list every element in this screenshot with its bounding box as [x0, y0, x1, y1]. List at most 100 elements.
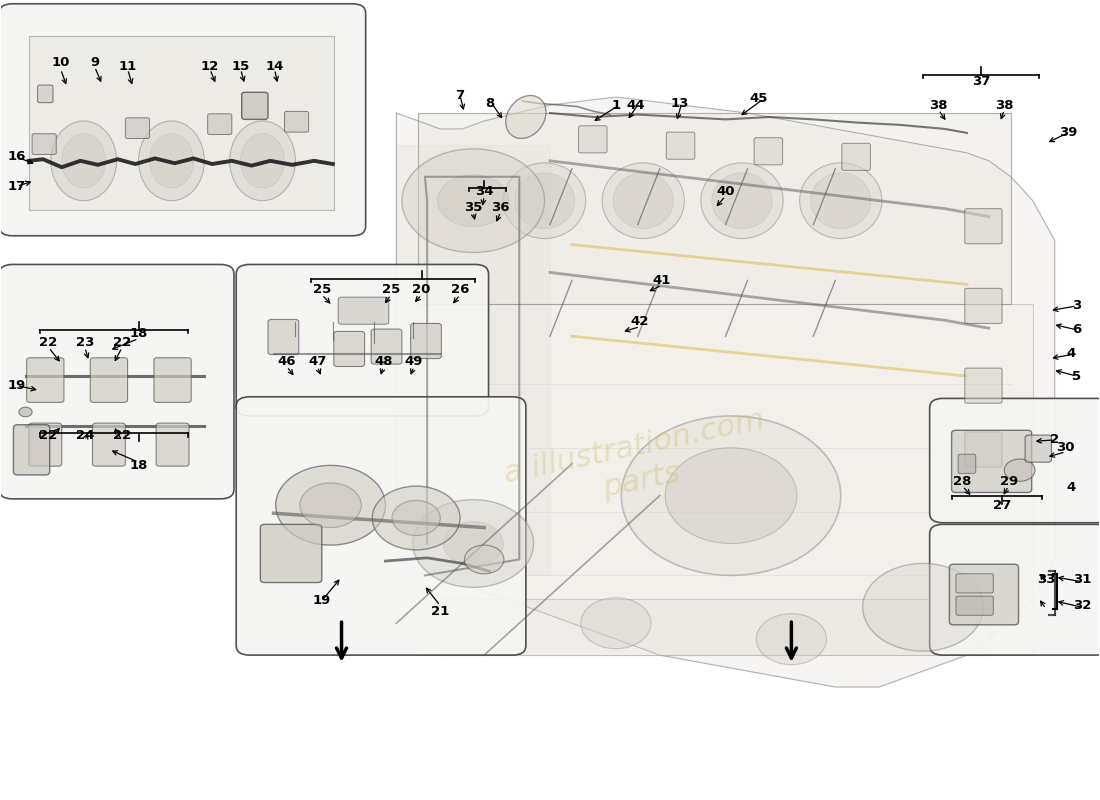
FancyBboxPatch shape [26, 358, 64, 402]
Text: 40: 40 [716, 185, 735, 198]
FancyBboxPatch shape [29, 423, 62, 466]
Text: 39: 39 [1058, 126, 1077, 139]
Text: 4: 4 [1067, 481, 1076, 494]
Text: 18: 18 [130, 327, 147, 340]
Text: 19: 19 [312, 594, 331, 607]
Text: 47: 47 [308, 355, 327, 368]
Text: 2: 2 [1050, 434, 1059, 446]
FancyBboxPatch shape [92, 423, 125, 466]
Ellipse shape [811, 173, 871, 229]
FancyBboxPatch shape [579, 126, 607, 153]
Circle shape [862, 563, 983, 651]
Circle shape [392, 501, 440, 535]
Text: 36: 36 [492, 201, 510, 214]
Text: 10: 10 [52, 56, 69, 70]
Text: 37: 37 [972, 74, 990, 88]
FancyBboxPatch shape [154, 358, 191, 402]
Text: 21: 21 [431, 605, 450, 618]
FancyBboxPatch shape [371, 329, 402, 364]
Text: 35: 35 [464, 201, 483, 214]
Ellipse shape [515, 173, 574, 229]
Text: 19: 19 [8, 379, 26, 392]
FancyBboxPatch shape [949, 564, 1019, 625]
FancyBboxPatch shape [958, 454, 976, 474]
Text: 11: 11 [119, 60, 136, 74]
Text: 23: 23 [76, 336, 94, 349]
Text: 1: 1 [612, 98, 620, 111]
Ellipse shape [241, 134, 285, 188]
Ellipse shape [230, 121, 296, 201]
Circle shape [300, 483, 361, 527]
Text: 48: 48 [374, 355, 393, 368]
Ellipse shape [150, 134, 194, 188]
FancyBboxPatch shape [965, 432, 1002, 467]
Circle shape [464, 545, 504, 574]
Ellipse shape [800, 163, 882, 238]
Ellipse shape [504, 163, 585, 238]
FancyBboxPatch shape [32, 134, 56, 154]
Bar [29, 37, 333, 210]
FancyBboxPatch shape [268, 319, 299, 354]
FancyBboxPatch shape [965, 209, 1002, 244]
Circle shape [666, 448, 796, 543]
FancyBboxPatch shape [242, 92, 268, 119]
Circle shape [402, 149, 544, 253]
Text: 18: 18 [130, 459, 147, 472]
FancyBboxPatch shape [125, 118, 150, 138]
Ellipse shape [51, 121, 117, 201]
FancyBboxPatch shape [208, 114, 232, 134]
Ellipse shape [613, 173, 673, 229]
Text: 33: 33 [1036, 573, 1055, 586]
FancyBboxPatch shape [156, 423, 189, 466]
Text: 14: 14 [265, 60, 284, 74]
Text: 25: 25 [382, 283, 400, 297]
Text: 46: 46 [277, 355, 296, 368]
FancyBboxPatch shape [285, 111, 309, 132]
Circle shape [276, 466, 385, 545]
FancyBboxPatch shape [965, 288, 1002, 323]
FancyBboxPatch shape [755, 138, 782, 165]
FancyBboxPatch shape [90, 358, 128, 402]
FancyBboxPatch shape [667, 132, 695, 159]
Text: 38: 38 [930, 98, 948, 111]
Text: 44: 44 [626, 98, 645, 111]
FancyBboxPatch shape [338, 297, 388, 324]
Text: 24: 24 [76, 430, 94, 442]
Text: 25: 25 [312, 283, 331, 297]
Text: 9: 9 [90, 56, 99, 70]
Polygon shape [440, 599, 989, 655]
Polygon shape [418, 304, 1033, 655]
Text: 20: 20 [412, 283, 431, 297]
Ellipse shape [712, 173, 772, 229]
Text: 32: 32 [1072, 599, 1091, 612]
Text: 4: 4 [1067, 347, 1076, 360]
FancyBboxPatch shape [930, 524, 1100, 655]
Circle shape [1004, 459, 1035, 482]
FancyBboxPatch shape [37, 85, 53, 102]
Text: 22: 22 [113, 336, 131, 349]
Text: 16: 16 [8, 150, 26, 163]
FancyBboxPatch shape [956, 574, 993, 593]
FancyBboxPatch shape [930, 398, 1100, 522]
Text: 12: 12 [200, 60, 219, 74]
FancyBboxPatch shape [952, 430, 1032, 493]
Ellipse shape [506, 95, 546, 138]
FancyBboxPatch shape [0, 265, 234, 499]
Polygon shape [396, 145, 550, 575]
Polygon shape [396, 97, 1055, 687]
FancyBboxPatch shape [261, 524, 322, 582]
Circle shape [621, 416, 840, 575]
Polygon shape [418, 113, 1011, 304]
FancyBboxPatch shape [1025, 435, 1052, 462]
Text: 26: 26 [451, 283, 470, 297]
Text: 31: 31 [1072, 573, 1091, 586]
FancyBboxPatch shape [965, 368, 1002, 403]
Ellipse shape [602, 163, 684, 238]
Circle shape [581, 598, 651, 649]
Circle shape [19, 407, 32, 417]
Circle shape [372, 486, 460, 550]
Text: 6: 6 [1072, 323, 1081, 336]
Circle shape [412, 500, 534, 587]
Text: 7: 7 [455, 89, 464, 102]
FancyBboxPatch shape [410, 323, 441, 358]
